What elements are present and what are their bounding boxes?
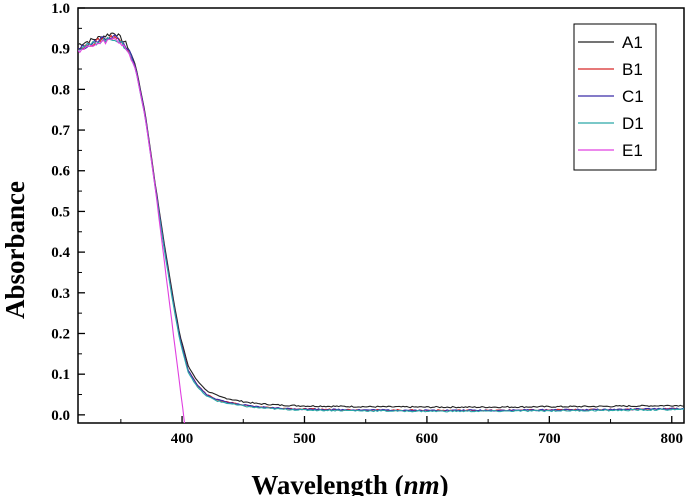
x-tick-label: 800	[661, 431, 684, 447]
legend-label: A1	[622, 33, 643, 52]
y-tick-label: 0.6	[51, 164, 70, 180]
y-tick-label: 0.4	[51, 245, 70, 261]
y-tick-label: 0.5	[51, 204, 70, 220]
x-tick-label: 600	[416, 431, 439, 447]
series-line-D1	[78, 36, 684, 413]
x-tick-label: 400	[171, 431, 194, 447]
legend-label: B1	[622, 60, 643, 79]
x-tick-label: 500	[293, 431, 316, 447]
watermark-text: 知乎 @西联化学	[538, 456, 648, 474]
y-tick-label: 0.3	[51, 286, 70, 302]
x-axis-title-text: Wavelength	[251, 470, 388, 496]
legend-label: E1	[622, 141, 643, 160]
y-axis-ticks: 0.0 0.1 0.2 0.3 0.4 0.5 0.6 0.7 0.8 0.9 1.0	[51, 1, 85, 424]
x-axis-unit: nm	[404, 470, 440, 496]
legend-label: D1	[622, 114, 644, 133]
y-tick-label: 0.2	[51, 326, 70, 342]
x-axis-title: Wavelength (nm)	[251, 470, 448, 496]
legend-label: C1	[622, 87, 644, 106]
legend-box	[573, 23, 657, 171]
y-tick-label: 0.1	[51, 367, 70, 383]
x-axis-ticks: 400 500 600 700 800	[120, 416, 684, 447]
y-tick-label: 1.0	[51, 1, 70, 17]
y-tick-label: 0.0	[51, 408, 70, 424]
series-lines	[78, 32, 684, 423]
y-tick-label: 0.8	[51, 82, 70, 98]
legend: A1 B1 C1 D1 E1	[573, 23, 657, 171]
series-line-E1	[78, 37, 186, 423]
y-tick-label: 0.7	[51, 123, 70, 139]
y-tick-label: 0.9	[51, 42, 70, 58]
y-axis-title: Absorbance	[0, 181, 30, 319]
series-line-A1	[78, 32, 684, 409]
x-tick-label: 700	[538, 431, 561, 447]
